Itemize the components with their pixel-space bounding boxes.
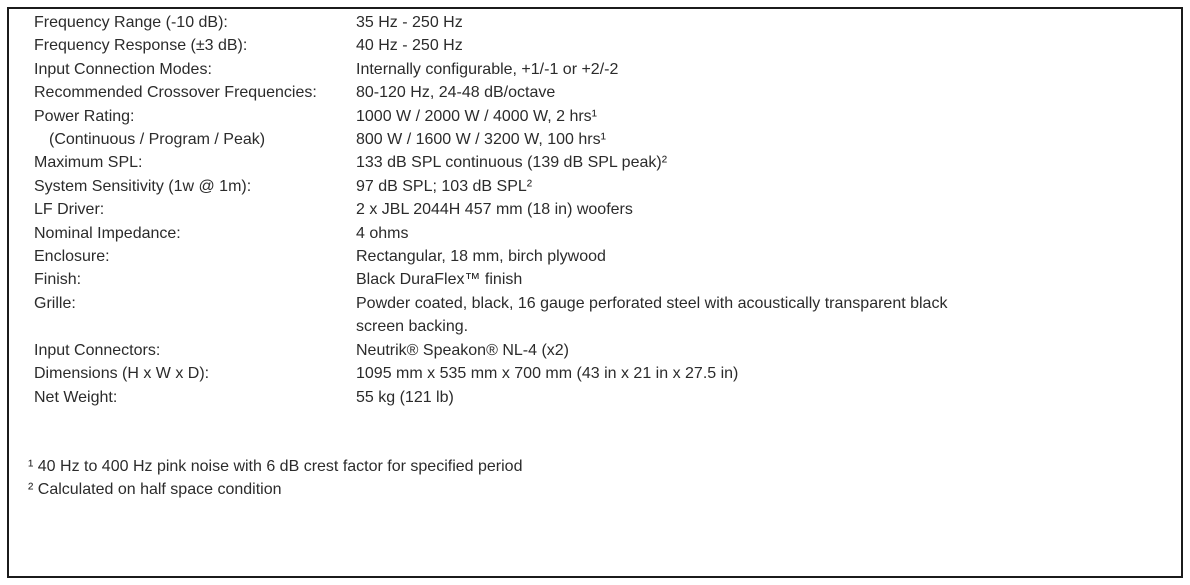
spec-row: Recommended Crossover Frequencies: 80-12… [34, 81, 1151, 104]
spec-value: Powder coated, black, 16 gauge perforate… [356, 294, 948, 336]
spec-value: 55 kg (121 lb) [356, 388, 454, 406]
spec-value: 35 Hz - 250 Hz [356, 14, 463, 31]
spec-value: 40 Hz - 250 Hz [356, 37, 463, 55]
spec-value: Internally configurable, +1/-1 or +2/-2 [356, 60, 619, 78]
spec-label: LF Driver: [34, 201, 105, 219]
spec-label: Dimensions (H x W x D): [34, 365, 210, 383]
spec-label: Net Weight: [34, 388, 118, 406]
spec-value: Neutrik® Speakon® NL-4 (x2) [356, 341, 569, 359]
spec-value: 97 dB SPL; 103 dB SPL² [356, 177, 533, 195]
spec-row: Frequency Response (±3 dB): 40 Hz - 250 … [34, 34, 1151, 57]
spec-row: Frequency Range (-10 dB): 35 Hz - 250 Hz [34, 11, 1151, 34]
spec-row: Power Rating: 1000 W / 2000 W / 4000 W, … [34, 105, 1151, 128]
spec-row: Net Weight: 55 kg (121 lb) [34, 386, 1151, 409]
spec-value: 800 W / 1600 W / 3200 W, 100 hrs¹ [356, 131, 606, 149]
spec-row: Grille: Powder coated, black, 16 gauge p… [34, 292, 1151, 339]
page-content: Frequency Range (-10 dB): 35 Hz - 250 Hz… [9, 9, 1181, 502]
page-border-frame: Frequency Range (-10 dB): 35 Hz - 250 Hz… [7, 7, 1183, 578]
spec-label: (Continuous / Program / Peak) [49, 131, 266, 149]
spec-label: Grille: [34, 294, 76, 312]
spec-label: Enclosure: [34, 248, 110, 266]
spec-value: Rectangular, 18 mm, birch plywood [356, 248, 606, 266]
spec-label: Frequency Response (±3 dB): [34, 37, 248, 55]
spec-row: Maximum SPL: 133 dB SPL continuous (139 … [34, 151, 1151, 174]
spec-row: Enclosure: Rectangular, 18 mm, birch ply… [34, 245, 1151, 268]
footnotes: ¹ 40 Hz to 400 Hz pink noise with 6 dB c… [28, 455, 1151, 502]
spec-label: Input Connectors: [34, 341, 161, 359]
spec-label: Input Connection Modes: [34, 60, 212, 78]
spec-row: System Sensitivity (1w @ 1m): 97 dB SPL;… [34, 175, 1151, 198]
footnote: ² Calculated on half space condition [28, 481, 282, 499]
spec-label: Maximum SPL: [34, 154, 143, 172]
spec-table: Frequency Range (-10 dB): 35 Hz - 250 Hz… [34, 11, 1151, 409]
spec-row: Dimensions (H x W x D): 1095 mm x 535 mm… [34, 362, 1151, 385]
spec-label: Power Rating: [34, 107, 135, 125]
spec-row: Input Connectors: Neutrik® Speakon® NL-4… [34, 339, 1151, 362]
spec-value: 1095 mm x 535 mm x 700 mm (43 in x 21 in… [356, 365, 739, 383]
spec-row: Nominal Impedance: 4 ohms [34, 222, 1151, 245]
spec-value: Black DuraFlex™ finish [356, 271, 523, 289]
spec-value: 2 x JBL 2044H 457 mm (18 in) woofers [356, 201, 633, 219]
spec-row: (Continuous / Program / Peak) 800 W / 16… [34, 128, 1151, 151]
spec-row: Input Connection Modes: Internally confi… [34, 58, 1151, 81]
spec-label: Recommended Crossover Frequencies: [34, 84, 317, 102]
spec-label: System Sensitivity (1w @ 1m): [34, 177, 252, 195]
spec-label: Frequency Range (-10 dB): [34, 14, 228, 31]
spec-label: Finish: [34, 271, 82, 289]
spec-row: LF Driver: 2 x JBL 2044H 457 mm (18 in) … [34, 198, 1151, 221]
footnote: ¹ 40 Hz to 400 Hz pink noise with 6 dB c… [28, 457, 523, 475]
spec-row: Finish: Black DuraFlex™ finish [34, 268, 1151, 291]
spec-value: 80-120 Hz, 24-48 dB/octave [356, 84, 556, 102]
spec-value: 1000 W / 2000 W / 4000 W, 2 hrs¹ [356, 107, 597, 125]
spec-value: 133 dB SPL continuous (139 dB SPL peak)² [356, 154, 668, 172]
spec-value: 4 ohms [356, 224, 409, 242]
spec-label: Nominal Impedance: [34, 224, 181, 242]
